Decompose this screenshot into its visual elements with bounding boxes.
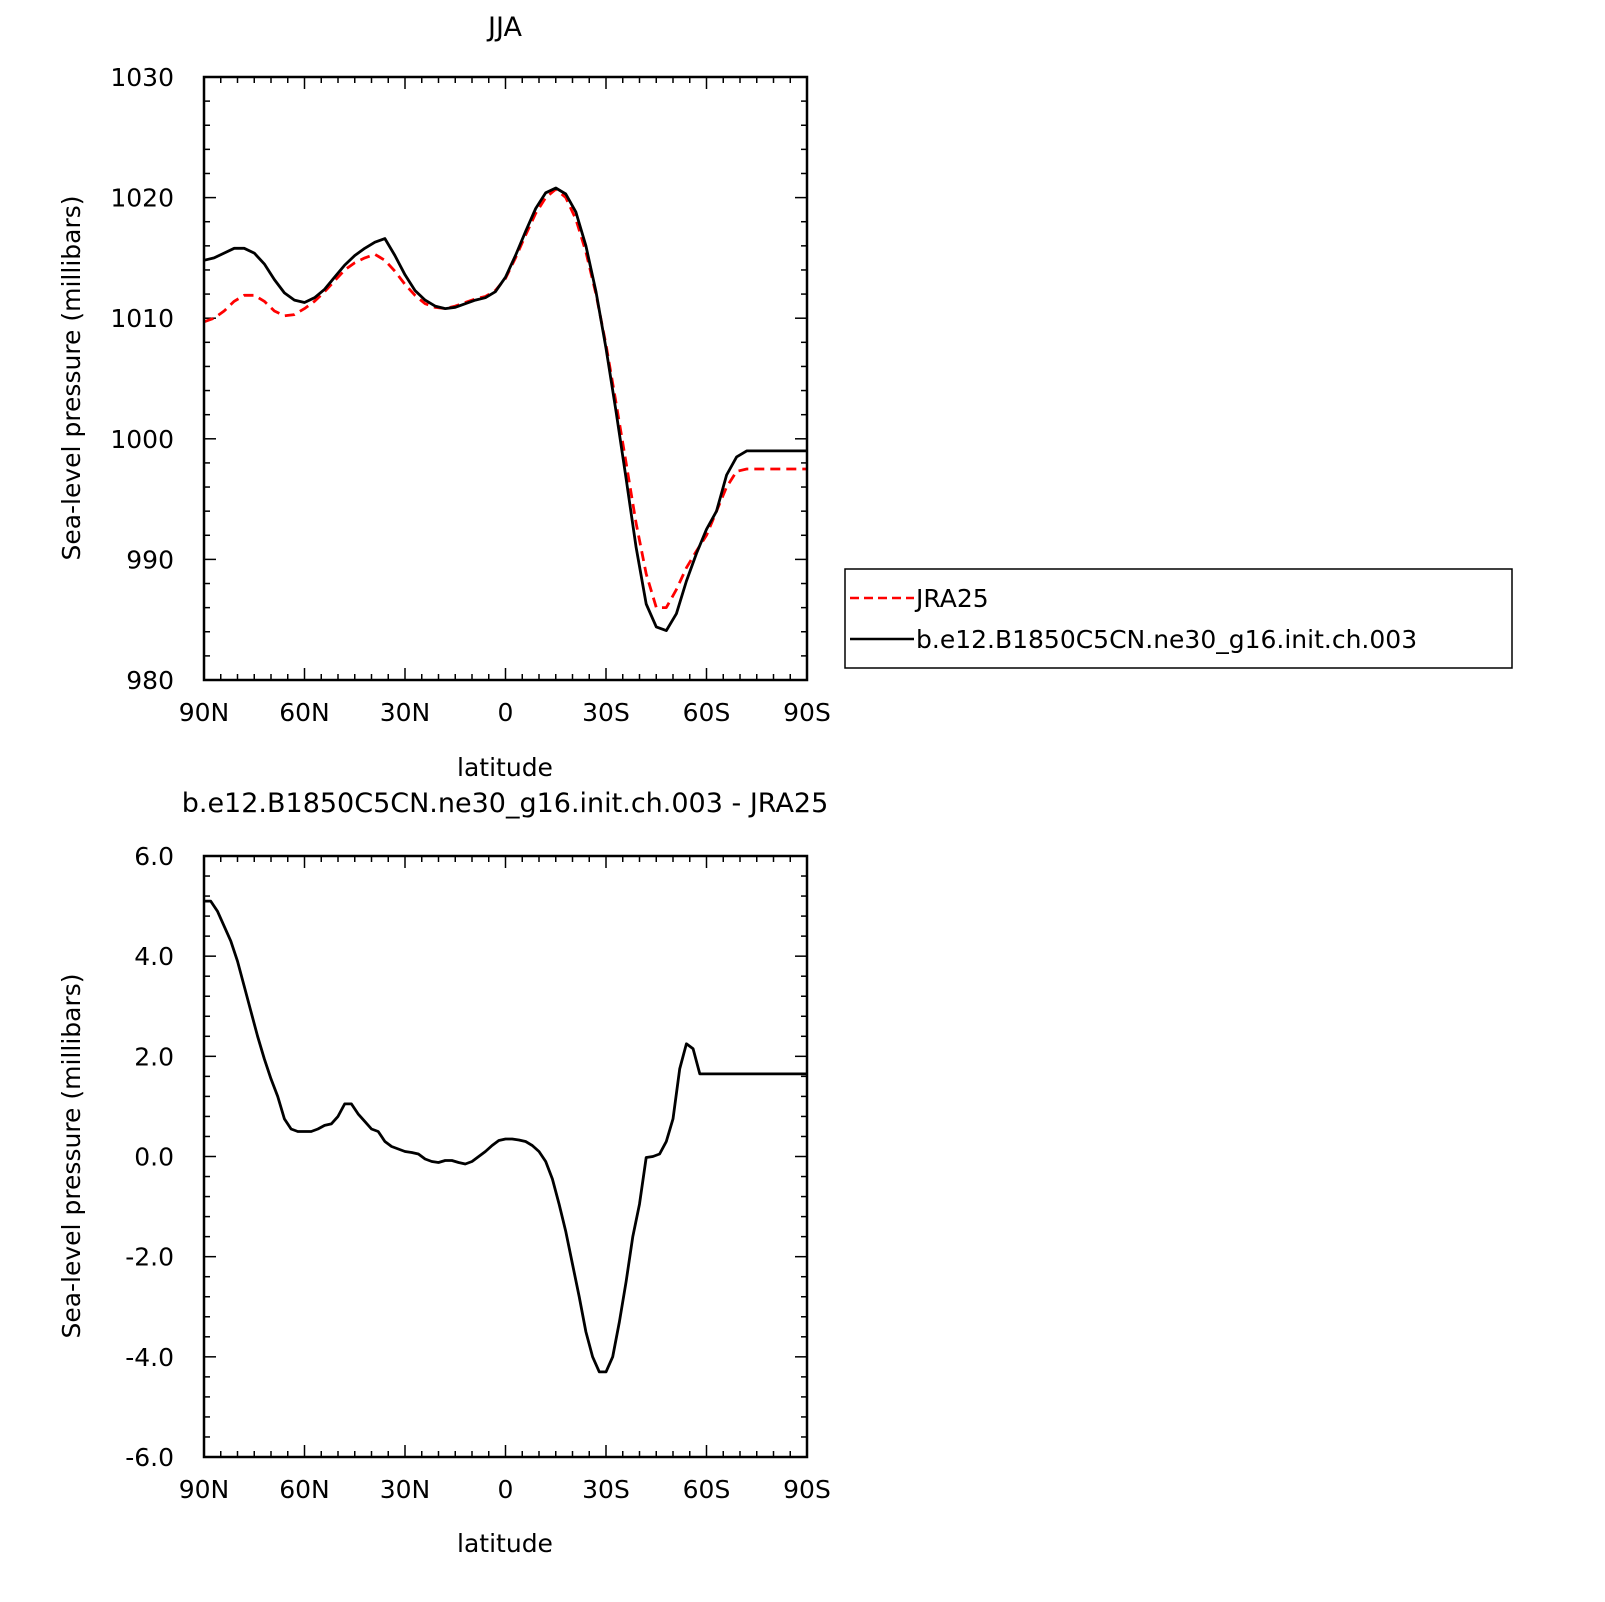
legend-label-jra25: JRA25 <box>914 584 989 613</box>
top-panel-ticks <box>203 76 808 681</box>
series-line-jra25 <box>203 187 807 609</box>
y-tick-label: 1010 <box>110 304 174 333</box>
x-tick-label: 30S <box>582 1475 630 1504</box>
top-panel-plot-frame <box>202 75 809 682</box>
bottom-panel-difference: b.e12.B1850C5CN.ne30_g16.init.ch.003 - J… <box>57 788 831 1558</box>
y-tick-label: 990 <box>126 545 174 574</box>
y-tick-label: 1030 <box>110 63 174 92</box>
top-panel-x-axis-label: latitude <box>457 753 553 782</box>
x-tick-label: 30N <box>380 1475 431 1504</box>
x-tick-label: 60S <box>683 698 731 727</box>
legend-box <box>844 568 1513 669</box>
y-tick-label: -4.0 <box>125 1343 174 1372</box>
series-line-b-e12-b1850c5cn-ne30-g16-init-ch-003 <box>203 186 807 632</box>
top-panel-y-tick-labels: 980 990 1000 1010 1020 1030 <box>110 63 174 695</box>
top-panel-sea-level-pressure: JJA 90N 60N 30N 0 30S 60S 90S 980 990 1000 1010 10… <box>57 12 831 782</box>
top-panel-y-axis-label: Sea-level pressure (millibars) <box>57 195 86 560</box>
x-tick-label: 90N <box>179 698 230 727</box>
x-tick-label: 90N <box>179 1475 230 1504</box>
y-tick-label: 1020 <box>110 184 174 213</box>
y-tick-label: 2.0 <box>134 1042 174 1071</box>
top-panel-series-lines <box>203 186 807 632</box>
x-tick-label: 0 <box>498 1475 514 1504</box>
y-tick-label: -2.0 <box>125 1243 174 1272</box>
top-panel-title: JJA <box>486 12 522 43</box>
y-tick-label: 6.0 <box>134 842 174 871</box>
x-tick-label: 30N <box>380 698 431 727</box>
y-tick-label: -6.0 <box>125 1443 174 1472</box>
legend-label-model: b.e12.B1850C5CN.ne30_g16.init.ch.003 <box>916 625 1417 654</box>
legend: JRA25 b.e12.B1850C5CN.ne30_g16.init.ch.0… <box>844 568 1513 669</box>
bottom-panel-y-tick-labels: -6.0 -4.0 -2.0 0.0 2.0 4.0 6.0 <box>125 842 174 1472</box>
x-tick-label: 60N <box>279 698 330 727</box>
bottom-panel-x-tick-labels: 90N 60N 30N 0 30S 60S 90S <box>179 1475 831 1504</box>
bottom-panel-ticks <box>203 855 808 1458</box>
x-tick-label: 90S <box>783 1475 831 1504</box>
x-tick-label: 60N <box>279 1475 330 1504</box>
y-tick-label: 980 <box>126 666 174 695</box>
x-tick-label: 30S <box>582 698 630 727</box>
x-tick-label: 90S <box>783 698 831 727</box>
y-tick-label: 4.0 <box>134 942 174 971</box>
top-panel-x-tick-labels: 90N 60N 30N 0 30S 60S 90S <box>179 698 831 727</box>
bottom-panel-y-axis-label: Sea-level pressure (millibars) <box>57 973 86 1338</box>
y-tick-label: 0.0 <box>134 1143 174 1172</box>
bottom-panel-plot-frame <box>202 854 809 1459</box>
bottom-panel-series-lines <box>204 899 807 1374</box>
x-tick-label: 0 <box>498 698 514 727</box>
y-tick-label: 1000 <box>110 425 174 454</box>
x-tick-label: 60S <box>683 1475 731 1504</box>
bottom-panel-title: b.e12.B1850C5CN.ne30_g16.init.ch.003 - J… <box>182 788 829 819</box>
bottom-panel-x-axis-label: latitude <box>457 1529 553 1558</box>
series-line-difference <box>204 899 807 1374</box>
